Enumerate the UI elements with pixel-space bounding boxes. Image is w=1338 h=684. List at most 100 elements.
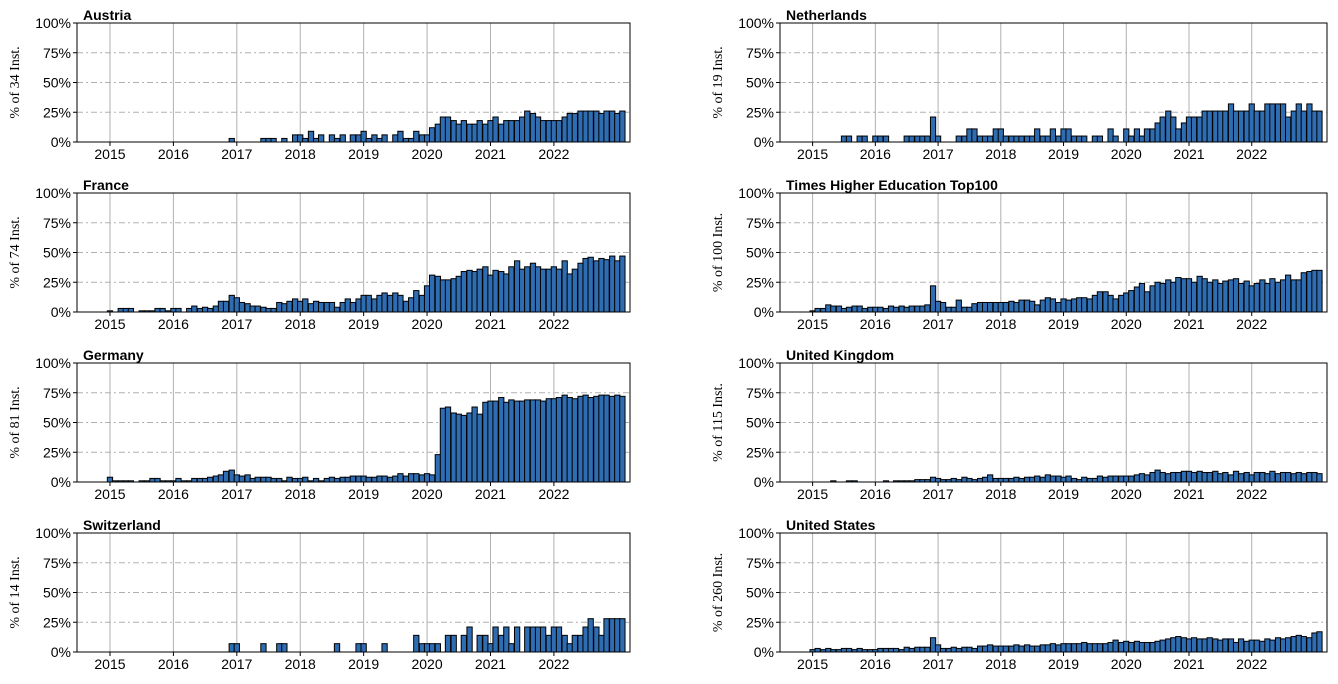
bar xyxy=(1279,279,1287,313)
bar xyxy=(1039,644,1046,653)
bar xyxy=(582,257,589,313)
bar xyxy=(413,634,420,653)
bar xyxy=(1212,279,1219,313)
bar xyxy=(1002,301,1009,313)
bar xyxy=(1102,643,1109,653)
bar xyxy=(428,474,436,483)
bar xyxy=(966,128,973,143)
bar xyxy=(1237,638,1245,653)
bar xyxy=(992,477,999,483)
bar xyxy=(982,645,989,653)
bar xyxy=(1096,291,1104,313)
bar xyxy=(571,634,578,653)
x-tick-label: 2022 xyxy=(538,146,569,162)
bar xyxy=(872,135,879,143)
bar xyxy=(856,647,863,653)
bar xyxy=(1284,637,1292,653)
bar xyxy=(524,626,531,653)
bar xyxy=(982,476,989,483)
x-tick-label: 2019 xyxy=(1048,486,1079,502)
bar xyxy=(1227,474,1235,483)
bar xyxy=(534,266,542,313)
bar xyxy=(1076,643,1083,653)
bar xyxy=(434,454,441,483)
subplot-title: Times Higher Education Top100 xyxy=(786,177,998,193)
x-tick-label: 2021 xyxy=(1173,656,1204,672)
bar xyxy=(233,643,240,653)
bar xyxy=(1222,110,1229,143)
bar xyxy=(1044,474,1051,483)
bar xyxy=(444,116,452,143)
bar xyxy=(1112,298,1119,313)
y-tick-label: 100% xyxy=(35,185,71,201)
y-tick-label: 0% xyxy=(754,304,774,320)
y-tick-label: 0% xyxy=(754,644,774,660)
bar xyxy=(966,477,973,483)
bar xyxy=(598,112,605,143)
bar xyxy=(339,476,346,483)
bar xyxy=(929,476,937,483)
bar xyxy=(1013,476,1020,483)
bar xyxy=(476,120,483,143)
bar xyxy=(1306,103,1313,143)
bar xyxy=(1284,471,1292,483)
bar xyxy=(1128,290,1135,313)
bar xyxy=(872,306,879,313)
bar xyxy=(550,120,558,143)
bar xyxy=(582,394,589,483)
bar xyxy=(1024,299,1031,313)
bar xyxy=(439,407,447,483)
x-tick-label: 2021 xyxy=(1173,316,1204,332)
bar xyxy=(1013,644,1020,653)
x-tick-label: 2015 xyxy=(797,146,828,162)
y-tick-label: 0% xyxy=(51,134,71,150)
x-tick-label: 2022 xyxy=(538,486,569,502)
bar xyxy=(934,300,942,313)
bar xyxy=(1096,643,1104,653)
bar xyxy=(1065,128,1072,143)
bar xyxy=(1279,471,1287,483)
bar xyxy=(1018,645,1025,653)
bar xyxy=(1300,636,1307,653)
bar xyxy=(582,626,589,653)
bar xyxy=(550,626,558,653)
y-axis-label: % of 115 Inst. xyxy=(711,383,726,462)
bar xyxy=(117,307,124,313)
y-tick-label: 25% xyxy=(746,104,774,120)
bar xyxy=(820,307,827,313)
bar xyxy=(971,303,978,313)
bar xyxy=(545,268,552,313)
bar xyxy=(1081,476,1088,483)
bar xyxy=(175,477,182,483)
bar xyxy=(919,135,926,143)
bar xyxy=(159,307,166,313)
bar xyxy=(1102,291,1109,313)
x-tick-label: 2017 xyxy=(922,486,953,502)
bar xyxy=(460,414,467,483)
bar xyxy=(587,256,594,313)
bar xyxy=(861,307,868,313)
bar xyxy=(1107,128,1114,143)
bar xyxy=(1154,640,1161,653)
y-tick-label: 100% xyxy=(738,355,774,371)
bar xyxy=(381,475,388,483)
bar xyxy=(561,394,568,483)
bar xyxy=(609,255,616,313)
bar xyxy=(196,477,204,483)
bar xyxy=(482,401,489,483)
bar xyxy=(908,647,915,653)
bar xyxy=(286,300,293,313)
bar xyxy=(302,298,309,313)
bar xyxy=(207,476,214,483)
bar xyxy=(1008,645,1015,653)
bar xyxy=(1118,641,1125,653)
y-axis-label: % of 14 Inst. xyxy=(8,556,23,628)
bar xyxy=(1076,135,1083,143)
bar xyxy=(1269,470,1276,483)
bar xyxy=(276,643,283,653)
bar xyxy=(413,473,420,483)
bar xyxy=(476,413,483,483)
bar xyxy=(297,477,304,483)
bar xyxy=(392,134,399,143)
bar xyxy=(413,290,420,313)
